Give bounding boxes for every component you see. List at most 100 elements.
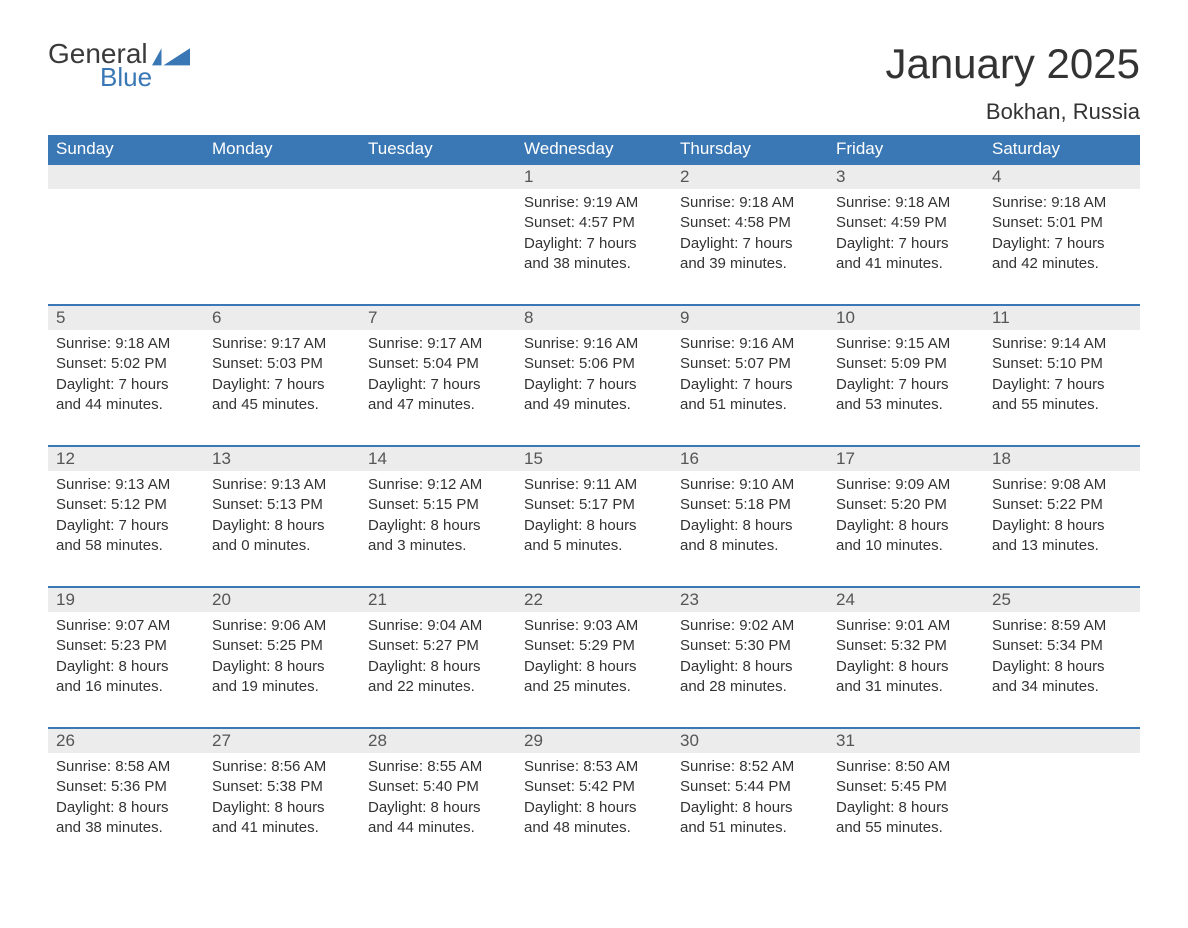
day-cell: 17Sunrise: 9:09 AMSunset: 5:20 PMDayligh… [828, 446, 984, 587]
day-cell: 10Sunrise: 9:15 AMSunset: 5:09 PMDayligh… [828, 305, 984, 446]
day-cell: 4Sunrise: 9:18 AMSunset: 5:01 PMDaylight… [984, 164, 1140, 305]
day-info: Sunrise: 8:55 AMSunset: 5:40 PMDaylight:… [368, 757, 508, 838]
sunrise-line: Sunrise: 9:11 AM [524, 475, 664, 495]
day-info: Sunrise: 9:16 AMSunset: 5:06 PMDaylight:… [524, 334, 664, 415]
sunset-line: Sunset: 5:23 PM [56, 636, 196, 656]
sunset-line: Sunset: 4:57 PM [524, 213, 664, 233]
day-number: 10 [828, 306, 984, 330]
daylight-line: Daylight: 7 hours and 39 minutes. [680, 234, 820, 275]
day-number: 5 [48, 306, 204, 330]
sunrise-line: Sunrise: 9:18 AM [680, 193, 820, 213]
daylight-line: Daylight: 8 hours and 3 minutes. [368, 516, 508, 557]
day-number: 13 [204, 447, 360, 471]
day-cell: 23Sunrise: 9:02 AMSunset: 5:30 PMDayligh… [672, 587, 828, 728]
daylight-line: Daylight: 7 hours and 44 minutes. [56, 375, 196, 416]
day-cell: 9Sunrise: 9:16 AMSunset: 5:07 PMDaylight… [672, 305, 828, 446]
sunset-line: Sunset: 5:04 PM [368, 354, 508, 374]
day-number: 23 [672, 588, 828, 612]
sunset-line: Sunset: 5:01 PM [992, 213, 1132, 233]
day-cell: 18Sunrise: 9:08 AMSunset: 5:22 PMDayligh… [984, 446, 1140, 587]
daylight-line: Daylight: 7 hours and 42 minutes. [992, 234, 1132, 275]
day-number: 9 [672, 306, 828, 330]
day-info: Sunrise: 9:03 AMSunset: 5:29 PMDaylight:… [524, 616, 664, 697]
day-cell: 8 Sunrise: 9:16 AMSunset: 5:06 PMDaylight… [516, 305, 672, 446]
day-cell: 25Sunrise: 8:59 AMSunset: 5:34 PMDayligh… [984, 587, 1140, 728]
sunset-line: Sunset: 5:38 PM [212, 777, 352, 797]
day-cell: 7Sunrise: 9:17 AMSunset: 5:04 PMDaylight… [360, 305, 516, 446]
sunset-line: Sunset: 5:27 PM [368, 636, 508, 656]
daylight-line: Daylight: 7 hours and 38 minutes. [524, 234, 664, 275]
day-cell: 29Sunrise: 8:53 AMSunset: 5:42 PMDayligh… [516, 728, 672, 868]
day-info: Sunrise: 9:18 AMSunset: 4:58 PMDaylight:… [680, 193, 820, 274]
daylight-line: Daylight: 8 hours and 13 minutes. [992, 516, 1132, 557]
sunrise-line: Sunrise: 9:13 AM [212, 475, 352, 495]
daylight-line: Daylight: 8 hours and 19 minutes. [212, 657, 352, 698]
sunset-line: Sunset: 5:10 PM [992, 354, 1132, 374]
day-cell [48, 164, 204, 305]
sunset-line: Sunset: 5:15 PM [368, 495, 508, 515]
sunset-line: Sunset: 5:34 PM [992, 636, 1132, 656]
logo-text-blue: Blue [100, 62, 190, 93]
daylight-line: Daylight: 8 hours and 28 minutes. [680, 657, 820, 698]
day-cell: 31Sunrise: 8:50 AMSunset: 5:45 PMDayligh… [828, 728, 984, 868]
day-number: 8 [516, 306, 672, 330]
sunrise-line: Sunrise: 9:06 AM [212, 616, 352, 636]
sunrise-line: Sunrise: 9:19 AM [524, 193, 664, 213]
sunrise-line: Sunrise: 8:53 AM [524, 757, 664, 777]
day-number-empty [204, 165, 360, 189]
daylight-line: Daylight: 7 hours and 41 minutes. [836, 234, 976, 275]
calendar-body: 1Sunrise: 9:19 AMSunset: 4:57 PMDaylight… [48, 164, 1140, 868]
day-info: Sunrise: 9:07 AMSunset: 5:23 PMDaylight:… [56, 616, 196, 697]
day-number: 26 [48, 729, 204, 753]
day-cell: 1Sunrise: 9:19 AMSunset: 4:57 PMDaylight… [516, 164, 672, 305]
sunrise-line: Sunrise: 9:18 AM [56, 334, 196, 354]
daylight-line: Daylight: 8 hours and 22 minutes. [368, 657, 508, 698]
day-header: Monday [204, 135, 360, 164]
daylight-line: Daylight: 8 hours and 51 minutes. [680, 798, 820, 839]
day-number: 2 [672, 165, 828, 189]
sunset-line: Sunset: 5:06 PM [524, 354, 664, 374]
sunrise-line: Sunrise: 8:59 AM [992, 616, 1132, 636]
daylight-line: Daylight: 8 hours and 34 minutes. [992, 657, 1132, 698]
daylight-line: Daylight: 7 hours and 55 minutes. [992, 375, 1132, 416]
day-info: Sunrise: 9:18 AMSunset: 5:02 PMDaylight:… [56, 334, 196, 415]
day-cell: 6Sunrise: 9:17 AMSunset: 5:03 PMDaylight… [204, 305, 360, 446]
week-row: 26Sunrise: 8:58 AMSunset: 5:36 PMDayligh… [48, 728, 1140, 868]
daylight-line: Daylight: 8 hours and 44 minutes. [368, 798, 508, 839]
sunset-line: Sunset: 4:58 PM [680, 213, 820, 233]
day-info: Sunrise: 8:53 AMSunset: 5:42 PMDaylight:… [524, 757, 664, 838]
sunrise-line: Sunrise: 9:08 AM [992, 475, 1132, 495]
sunrise-line: Sunrise: 8:58 AM [56, 757, 196, 777]
logo: General Blue [48, 40, 190, 93]
daylight-line: Daylight: 7 hours and 51 minutes. [680, 375, 820, 416]
daylight-line: Daylight: 8 hours and 8 minutes. [680, 516, 820, 557]
day-cell: 16Sunrise: 9:10 AMSunset: 5:18 PMDayligh… [672, 446, 828, 587]
day-number: 7 [360, 306, 516, 330]
day-info: Sunrise: 9:13 AMSunset: 5:12 PMDaylight:… [56, 475, 196, 556]
day-number: 27 [204, 729, 360, 753]
sunset-line: Sunset: 5:12 PM [56, 495, 196, 515]
day-number: 28 [360, 729, 516, 753]
daylight-line: Daylight: 7 hours and 45 minutes. [212, 375, 352, 416]
daylight-line: Daylight: 8 hours and 48 minutes. [524, 798, 664, 839]
sunset-line: Sunset: 5:44 PM [680, 777, 820, 797]
sunrise-line: Sunrise: 9:09 AM [836, 475, 976, 495]
day-number: 16 [672, 447, 828, 471]
daylight-line: Daylight: 8 hours and 55 minutes. [836, 798, 976, 839]
daylight-line: Daylight: 7 hours and 58 minutes. [56, 516, 196, 557]
day-cell: 13Sunrise: 9:13 AMSunset: 5:13 PMDayligh… [204, 446, 360, 587]
day-header: Friday [828, 135, 984, 164]
day-info: Sunrise: 8:56 AMSunset: 5:38 PMDaylight:… [212, 757, 352, 838]
day-header: Saturday [984, 135, 1140, 164]
day-number: 31 [828, 729, 984, 753]
calendar-head: SundayMondayTuesdayWednesdayThursdayFrid… [48, 135, 1140, 164]
daylight-line: Daylight: 8 hours and 25 minutes. [524, 657, 664, 698]
day-info: Sunrise: 9:08 AMSunset: 5:22 PMDaylight:… [992, 475, 1132, 556]
sunrise-line: Sunrise: 8:52 AM [680, 757, 820, 777]
day-info: Sunrise: 9:11 AMSunset: 5:17 PMDaylight:… [524, 475, 664, 556]
sunset-line: Sunset: 5:40 PM [368, 777, 508, 797]
day-number: 11 [984, 306, 1140, 330]
sunrise-line: Sunrise: 8:56 AM [212, 757, 352, 777]
day-number: 21 [360, 588, 516, 612]
day-info: Sunrise: 9:06 AMSunset: 5:25 PMDaylight:… [212, 616, 352, 697]
